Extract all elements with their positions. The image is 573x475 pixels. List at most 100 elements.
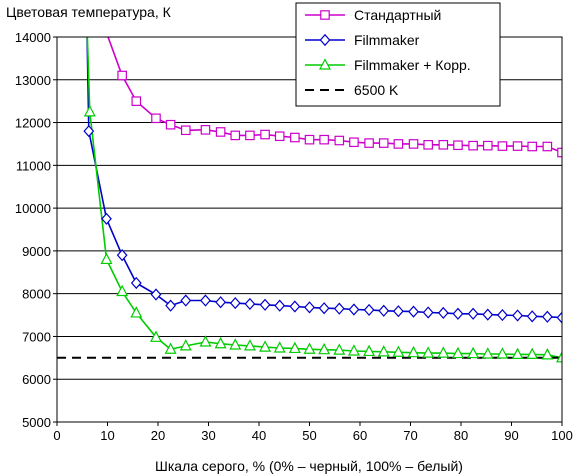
series-0-point [423,140,433,150]
series-1-point [556,311,562,324]
series-1-point [180,294,192,307]
series-2-point [467,346,480,359]
series-0-point [497,141,508,151]
series-1-point [274,299,286,312]
y-tick-label: 8000 [22,287,51,302]
legend-box [295,2,501,107]
series-1-point [289,300,301,313]
series-1-point [130,276,142,290]
series-1-point [83,125,95,138]
series-1-point [318,302,330,315]
series-2-point [243,339,256,351]
series-1-point [200,294,211,307]
series-2-point [288,341,301,354]
y-tick-label: 5000 [22,415,51,430]
series-2-point [437,346,450,358]
series-1-point [348,303,360,316]
legend-label: 6500 K [354,82,399,98]
series-2-point [83,105,96,117]
legend-label: Filmmaker + Корр. [354,57,471,73]
series-2-point [259,340,272,352]
series-1-point [467,307,479,320]
series-2-point [199,335,212,347]
series-1-point [259,298,271,311]
series-1-point [452,307,464,320]
series-1-point [304,301,315,314]
legend: Стандартный Filmmaker Filmmaker + Корр. 650… [295,2,501,107]
series-2-point [149,330,162,342]
series-2-point [347,344,360,356]
series-0-point [101,37,112,38]
x-tick-label: 10 [100,428,114,443]
y-axis-title: Цветовая температура, К [6,4,172,20]
x-tick-label: 80 [454,428,468,443]
y-tick-label: 12000 [15,116,51,131]
series-1-point [116,249,128,262]
legend-label: Filmmaker [354,32,420,48]
series-2-point [526,347,539,360]
y-tick-label: 14000 [15,30,51,45]
series-2-point [556,351,562,363]
series-2-point [214,336,227,349]
series-0-point [512,141,523,151]
series-2-point [481,347,494,359]
series-1-point [408,305,419,318]
x-tick-labels: 0 10 20 30 40 50 60 70 80 90 100 [53,428,572,443]
series-0-point [274,131,285,142]
series-2-point [496,347,509,359]
y-tick-label: 7000 [22,329,51,344]
series-2-point [363,344,376,357]
series-1-point [101,212,112,225]
series-2-point [100,252,113,265]
y-tick-label: 9000 [22,244,51,259]
series-0-point [364,138,374,148]
series-2-point [333,343,346,355]
series-1-point [422,306,434,319]
series-0-point [349,137,359,148]
series-1-point [526,310,538,323]
series-0-point [319,134,329,145]
series-1-point [165,299,177,312]
y-tick-label: 11000 [16,158,51,173]
x-tick-label: 20 [151,428,165,443]
legend-swatch-marker [319,33,331,47]
series-1-point [229,296,241,310]
series-1-point [482,308,494,321]
x-tick-label: 30 [201,428,215,443]
series-0-point [542,141,553,152]
series-0-point [200,125,211,135]
series-0-point [180,125,191,136]
x-tick-label: 50 [302,428,316,443]
series-0-point [165,119,176,130]
series-0-point [408,139,419,149]
x-axis-title: Шкала серого, % (0% – черный, 100% – бел… [155,458,463,474]
series-1-point [392,305,404,318]
legend-swatch-marker [320,10,330,20]
series-1-point [541,310,553,323]
x-tick-label: 90 [504,428,518,443]
series-2-point [318,342,331,355]
series-0-point [260,129,270,140]
series-0-point [482,140,493,151]
series-2-point [451,346,464,359]
series-1-point [512,309,523,322]
series-0-point [527,141,538,152]
tick-marks [53,36,563,426]
legend-label: Стандартный [354,7,441,23]
series-2-point [179,339,192,351]
series-1-point [363,303,375,317]
series-2-point [229,338,242,350]
series-2-point [130,306,143,318]
series-2-point [164,342,177,354]
series-1-point [215,296,227,309]
series-2-point [407,345,420,358]
x-tick-label: 0 [53,428,60,443]
x-tick-label: 40 [252,428,266,443]
series-2-point [422,346,435,358]
series-0-point [230,130,241,141]
series-2-point [273,341,286,353]
series-1-point [333,302,345,315]
series-0-point [245,130,255,141]
series-0-point [468,140,478,151]
